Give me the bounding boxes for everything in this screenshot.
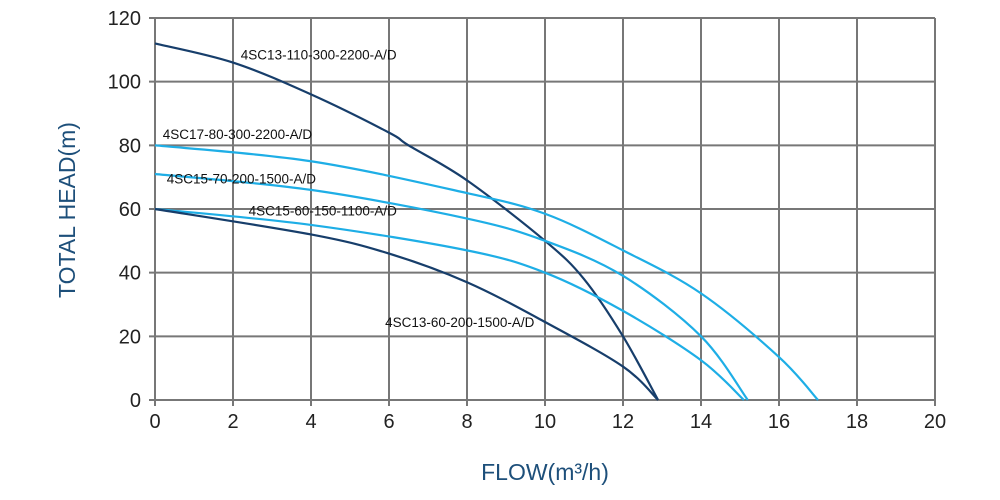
y-tick-label: 20 [119,326,141,348]
series-label: 4SC13-60-200-1500-A/D [385,315,535,330]
x-tick-label: 0 [149,411,160,433]
y-tick-label: 0 [130,390,141,412]
x-tick-label: 8 [461,411,472,433]
x-tick-label: 16 [768,411,790,433]
y-tick-label: 120 [108,8,141,30]
series-line-1 [154,144,819,401]
series-line-4 [154,207,659,401]
series-line-0 [154,42,660,401]
series-label: 4SC15-70-200-1500-A/D [167,172,317,187]
y-tick-label: 80 [119,135,141,157]
x-tick-label: 10 [534,411,556,433]
x-axis-label: FLOW(m³/h) [481,459,609,485]
series-line-2 [154,172,749,401]
series-label: 4SC17-80-300-2200-A/D [163,127,313,142]
x-tick-label: 12 [612,411,634,433]
series-label: 4SC13-110-300-2200-A/D [241,47,397,62]
x-tick-label: 6 [383,411,394,433]
x-tick-label: 2 [227,411,238,433]
x-tick-label: 20 [924,411,946,433]
x-tick-label: 14 [690,411,712,433]
y-tick-label: 40 [119,263,141,285]
series-label: 4SC15-60-150-1100-A/D [249,203,398,218]
x-tick-label: 4 [305,411,316,433]
x-tick-label: 18 [846,411,868,433]
y-tick-label: 100 [108,72,141,94]
y-axis-label: TOTAL HEAD(m) [54,122,80,298]
y-tick-label: 60 [119,199,141,221]
series-line-3 [154,207,745,401]
